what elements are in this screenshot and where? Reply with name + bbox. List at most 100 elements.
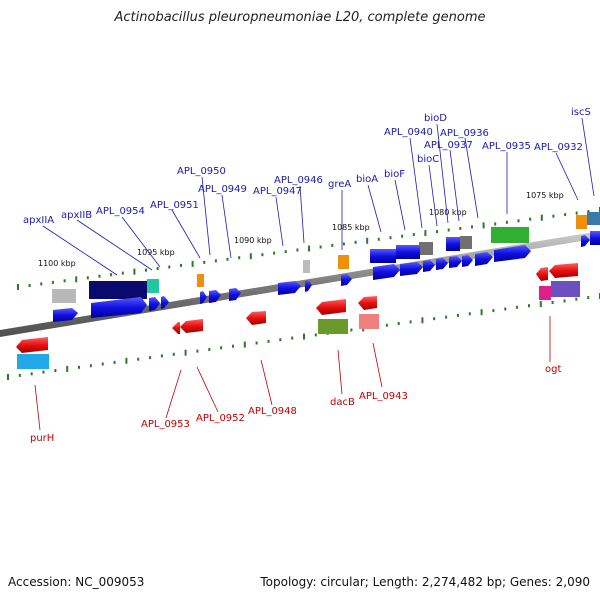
upper-track-tick [587, 210, 590, 213]
lower-track-tick [563, 299, 566, 303]
gene-label-apxIIB: apxIIB [61, 210, 92, 221]
page-title: Actinobacillus pleuropneumoniae L20, com… [114, 10, 486, 25]
lower-track-tick [137, 357, 140, 361]
lower-track-tick [279, 338, 282, 342]
gene-arrow-fwd-13 [423, 260, 435, 272]
upper-track-tick [296, 248, 299, 252]
upper-track-tick [86, 276, 89, 280]
lower-track-tick [575, 297, 578, 301]
upper-track-tick [505, 220, 508, 224]
gene-label-APL_0949: APL_0949 [198, 184, 247, 195]
gene-row-lower-alt [17, 281, 580, 369]
gene-label-APL_0932: APL_0932 [534, 142, 583, 153]
lower-track-tick [504, 307, 507, 311]
genome-summary-text: Topology: circular; Length: 2,274,482 bp… [260, 575, 590, 589]
upper-track-tick [342, 242, 345, 246]
lower-track-tick [208, 348, 211, 351]
gene-label-iscS: iscS [571, 107, 591, 118]
gene-label-APL_0948: APL_0948 [248, 406, 297, 417]
scale-label-1090: 1090 kbp [234, 236, 272, 245]
lower-track-tick [149, 356, 152, 360]
upper-track-tick [40, 282, 43, 286]
upper-track-tick [214, 259, 217, 263]
lower-track-tick [196, 349, 199, 353]
upper-track-tick [28, 284, 31, 287]
upper-track-tick [98, 274, 101, 278]
gene-arrow-fwd-15 [449, 256, 462, 268]
gene-label-APL_0937: APL_0937 [424, 140, 473, 151]
upper-track-tick [529, 217, 532, 221]
scale-label-1080: 1080 kbp [429, 208, 467, 217]
upper-track-tick [482, 222, 485, 229]
lower-track-tick [160, 354, 163, 358]
gene-label-APL_0943: APL_0943 [359, 391, 408, 402]
upper-track-tick [17, 284, 19, 290]
upper-track-tick [180, 263, 182, 267]
lower-track-tick [528, 304, 530, 308]
upper-track-tick [377, 237, 380, 241]
top-gene-labels: apxIIA apxIIB APL_0954 APL_0951 APL_0950… [23, 107, 595, 276]
upper-track-tick [552, 214, 555, 218]
gene-arrow-fwd-18 [494, 245, 531, 262]
upper-track-tick [145, 268, 147, 272]
lower-track-tick [184, 349, 187, 356]
lower-track-tick [243, 341, 246, 348]
lower-track-tick [172, 352, 175, 356]
upper-track-tick [121, 271, 124, 275]
gene-box-salmon [359, 314, 379, 329]
gene-arrow-rev-3 [180, 319, 203, 333]
gene-label-APL_0951: APL_0951 [150, 200, 199, 211]
upper-track-tick [261, 253, 264, 257]
lower-track-tick [66, 365, 69, 372]
lower-track-tick [468, 312, 471, 316]
gene-box-gray-4 [460, 236, 472, 249]
gene-box-blue-a [446, 237, 460, 251]
gene-arrow-fwd-5 [200, 291, 207, 304]
upper-track-tick [540, 214, 543, 221]
gene-box-gray-1 [52, 289, 76, 303]
gene-arrow-fwd-3 [149, 297, 160, 311]
gene-arrow-rev-4 [246, 311, 266, 325]
lower-track-tick [587, 296, 590, 300]
upper-track-tick [273, 251, 276, 255]
lower-track-tick [42, 370, 45, 374]
upper-track-tick [494, 222, 497, 226]
upper-track-tick [156, 267, 159, 270]
gene-box-blue-c [396, 245, 420, 259]
upper-track-tick [238, 256, 241, 260]
gene-label-dacB: dacB [330, 397, 355, 408]
upper-track-tick [63, 279, 66, 283]
gene-arrow-fwd-6 [209, 290, 221, 303]
gene-label-greA: greA [328, 179, 351, 190]
lower-track-tick [385, 323, 388, 327]
gene-arrow-fwd-2 [91, 297, 147, 318]
lower-track-tick [480, 309, 483, 316]
gene-label-APL_0946: APL_0946 [274, 175, 323, 186]
lower-track-tick [445, 315, 448, 319]
upper-track-tick [366, 237, 369, 244]
upper-track-tick [226, 257, 229, 261]
upper-track-tick [331, 243, 334, 247]
gene-box-navy-apxIIA [89, 281, 147, 299]
lower-track-tick [255, 341, 258, 345]
gene-arrow-fwd-10 [341, 274, 352, 286]
upper-track-tick [203, 260, 206, 264]
gene-row-reverse [16, 263, 578, 353]
gene-arrow-rev-1 [16, 337, 48, 353]
scale-label-1100: 1100 kbp [38, 259, 76, 268]
upper-track-tick [249, 253, 252, 260]
gene-label-APL_0940: APL_0940 [384, 127, 433, 138]
upper-track-tick [308, 245, 310, 252]
gene-label-APL_0953: APL_0953 [141, 419, 190, 430]
lower-track-tick [551, 301, 554, 304]
gene-box-purple [551, 281, 580, 297]
upper-track-tick [517, 219, 520, 223]
lower-track-tick [539, 301, 542, 308]
gene-label-ogt: ogt [545, 364, 561, 375]
lower-track-tick [101, 362, 104, 366]
gene-label-APL_0936: APL_0936 [440, 128, 489, 139]
gene-box-olive [318, 319, 348, 334]
lower-track-tick [30, 372, 33, 376]
gene-arrow-rev-2 [172, 322, 180, 334]
gene-label-APL_0947: APL_0947 [253, 186, 302, 197]
